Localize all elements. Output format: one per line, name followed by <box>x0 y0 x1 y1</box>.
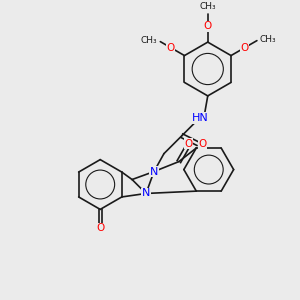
Text: O: O <box>96 223 104 233</box>
Text: O: O <box>185 139 193 149</box>
Text: CH₃: CH₃ <box>260 35 277 44</box>
Text: O: O <box>199 139 207 149</box>
Text: N: N <box>150 167 158 177</box>
Text: CH₃: CH₃ <box>200 2 216 11</box>
Text: O: O <box>167 43 175 52</box>
Text: CH₃: CH₃ <box>141 36 157 45</box>
Text: O: O <box>241 43 249 52</box>
Text: O: O <box>204 21 212 31</box>
Text: N: N <box>142 188 150 199</box>
Text: HN: HN <box>191 113 208 123</box>
